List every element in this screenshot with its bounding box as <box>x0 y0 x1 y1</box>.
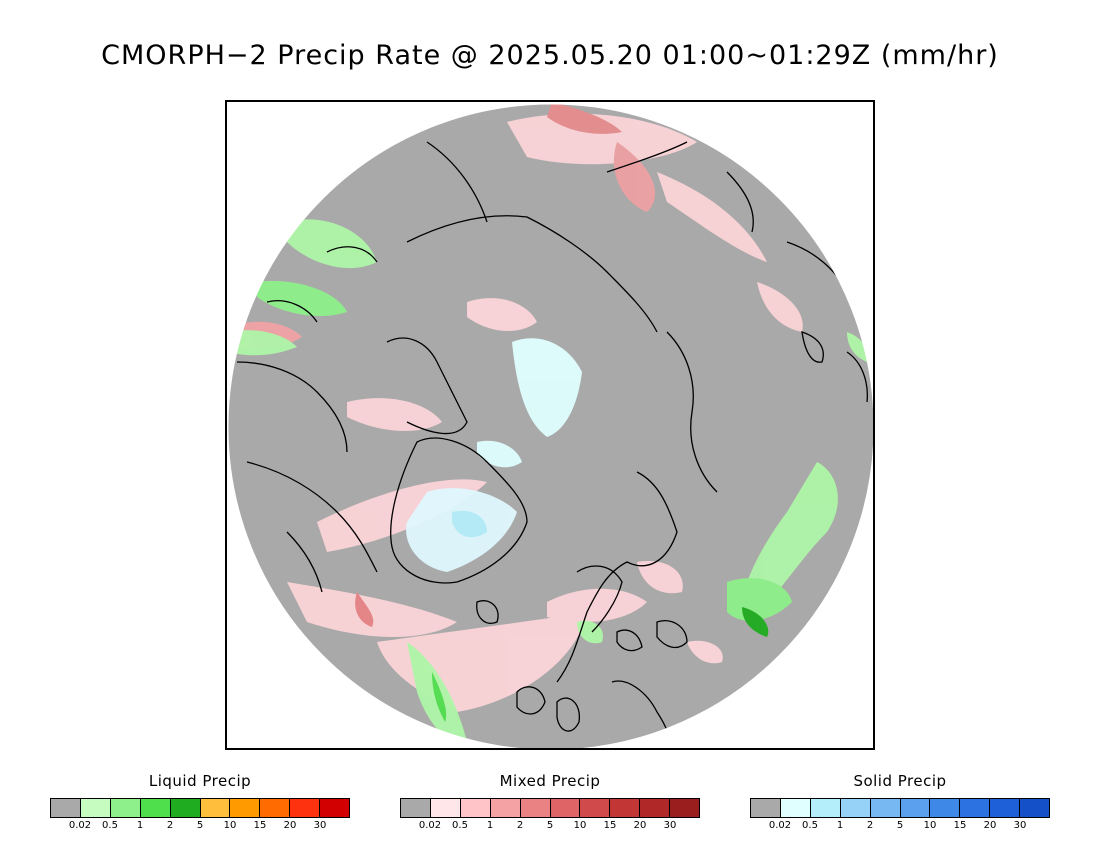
tick-label: 10 <box>573 820 587 831</box>
polar-precip-map <box>225 100 875 750</box>
legend-title: Mixed Precip <box>499 772 601 790</box>
tick-label: 2 <box>516 820 524 831</box>
legend-swatch <box>320 799 350 817</box>
legend-swatch <box>460 799 491 817</box>
tick-label: 20 <box>983 820 997 831</box>
legend-swatch <box>810 799 841 817</box>
legend-swatch <box>930 799 961 817</box>
tick-label: 1 <box>836 820 844 831</box>
legend-swatch <box>230 799 261 817</box>
map-title: CMORPH−2 Precip Rate @ 2025.05.20 01:00~… <box>101 40 999 71</box>
legend-swatch <box>290 799 321 817</box>
tick-labels: 0.02 0.5 1 2 5 10 15 20 30 <box>50 818 350 834</box>
tick-label: 2 <box>166 820 174 831</box>
liquid-precip-areas <box>228 219 869 743</box>
tick-label: 10 <box>923 820 937 831</box>
legend-swatch <box>960 799 991 817</box>
legend-swatch <box>401 799 431 817</box>
legend-swatch <box>780 799 811 817</box>
tick-label: 0.5 <box>102 820 118 831</box>
map-canvas <box>227 103 873 748</box>
coastlines <box>236 141 868 748</box>
legend-swatch <box>520 799 551 817</box>
legend-swatch <box>170 799 201 817</box>
tick-labels: 0.02 0.5 1 2 5 10 15 20 30 <box>750 818 1050 834</box>
tick-label: 20 <box>633 820 647 831</box>
legend-title: Solid Precip <box>853 772 947 790</box>
mixed-precip-legend: Mixed Precip 0.02 0.5 1 2 5 10 15 20 30 <box>400 772 700 834</box>
tick-label: 15 <box>953 820 967 831</box>
tick-label: 10 <box>223 820 237 831</box>
legend-swatch <box>670 799 700 817</box>
legend-title: Liquid Precip <box>148 772 252 790</box>
legend-swatch <box>550 799 581 817</box>
legend-swatch <box>870 799 901 817</box>
tick-label: 0.02 <box>768 820 792 831</box>
tick-label: 5 <box>546 820 554 831</box>
legend-swatch <box>110 799 141 817</box>
tick-label: 20 <box>283 820 297 831</box>
legend-swatch <box>260 799 291 817</box>
legend-swatch <box>751 799 781 817</box>
legend-swatch <box>990 799 1021 817</box>
legend-swatch <box>51 799 81 817</box>
tick-label: 30 <box>663 820 677 831</box>
liquid-precip-legend: Liquid Precip 0.02 0.5 1 2 5 10 15 20 30 <box>50 772 350 834</box>
legend-swatch <box>610 799 641 817</box>
tick-label: 1 <box>136 820 144 831</box>
legend-swatch <box>640 799 671 817</box>
legend-swatch <box>80 799 111 817</box>
tick-label: 0.02 <box>68 820 92 831</box>
tick-label: 5 <box>896 820 904 831</box>
color-bar <box>400 798 700 818</box>
tick-label: 15 <box>253 820 267 831</box>
tick-label: 5 <box>196 820 204 831</box>
tick-label: 15 <box>603 820 617 831</box>
legend-swatch <box>140 799 171 817</box>
tick-label: 30 <box>1013 820 1027 831</box>
solid-precip-legend: Solid Precip 0.02 0.5 1 2 5 10 15 20 30 <box>750 772 1050 834</box>
legend-swatch <box>840 799 871 817</box>
tick-label: 0.02 <box>418 820 442 831</box>
tick-labels: 0.02 0.5 1 2 5 10 15 20 30 <box>400 818 700 834</box>
legend-swatch <box>580 799 611 817</box>
legend-swatch <box>1020 799 1050 817</box>
color-bar <box>50 798 350 818</box>
tick-label: 30 <box>313 820 327 831</box>
legend-swatch <box>900 799 931 817</box>
solid-precip-areas <box>406 338 582 572</box>
tick-label: 0.5 <box>802 820 818 831</box>
tick-label: 0.5 <box>452 820 468 831</box>
legend-swatch <box>490 799 521 817</box>
legend-swatch <box>430 799 461 817</box>
legend-swatch <box>200 799 231 817</box>
tick-label: 1 <box>486 820 494 831</box>
tick-label: 2 <box>866 820 874 831</box>
color-bar <box>750 798 1050 818</box>
